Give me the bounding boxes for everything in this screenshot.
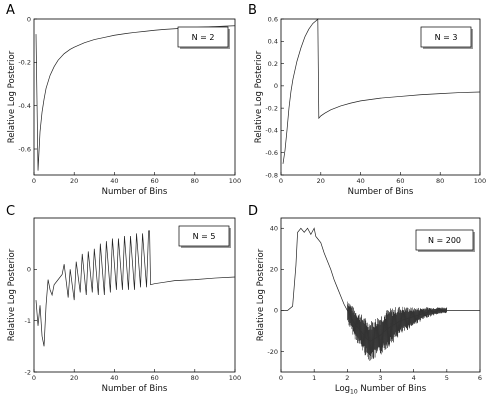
- plot-frame: [33, 217, 236, 373]
- y-axis-title: Relative Log Posterior: [256, 248, 266, 341]
- x-tick-label: 40: [110, 177, 118, 185]
- series-line: [35, 230, 236, 347]
- panel-b: B 0 20 40 60 80 100 0.6 0.4 0.2 0 -0.2 -0.4 -0.6 -0.8 N…: [248, 3, 486, 197]
- y-tick-label: -1: [25, 317, 31, 325]
- series-line: [282, 18, 481, 164]
- x-axis-title: Number of Bins: [102, 187, 168, 197]
- y-tick-label: 40: [270, 225, 278, 233]
- x-tick-label: 60: [150, 177, 158, 185]
- y-tick-label: 0.4: [268, 38, 278, 46]
- y-tick-label: 0: [27, 15, 31, 23]
- y-axis-title: Relative Log Posterior: [7, 248, 17, 341]
- x-tick-label: 0: [279, 177, 283, 185]
- y-tick-label: -0.6: [18, 145, 31, 153]
- x-tick-label: 20: [70, 177, 78, 185]
- x-tick-label: 20: [317, 177, 325, 185]
- x-axis-title-base: Log: [335, 384, 350, 394]
- x-axis-title: Log10 Number of Bins: [335, 384, 427, 396]
- series-noise-band: [347, 301, 448, 361]
- x-tick-label: 40: [356, 177, 364, 185]
- y-tick-label: 20: [270, 266, 278, 274]
- x-tick-label: 100: [229, 374, 241, 382]
- x-tick-label: 100: [474, 177, 486, 185]
- panel-d: D 0 1 2 3 4 5 6 40 20 0 -20 Log10 Number of Bins Rela…: [248, 204, 482, 396]
- legend-box: [177, 26, 229, 48]
- x-tick-label: 0: [32, 374, 36, 382]
- y-axis-title: Relative Log Posterior: [254, 50, 264, 143]
- x-tick-label: 6: [478, 374, 482, 382]
- x-tick-label: 0: [279, 374, 283, 382]
- y-tick-label: -0.4: [18, 102, 31, 110]
- x-tick-label: 4: [412, 374, 416, 382]
- y-tick-label: 0.2: [268, 60, 278, 68]
- x-axis-title-subscript: 10: [350, 389, 358, 396]
- panel-c: C 0 20 40 60 80 100 0 -1 -2 Number of Bins Relative…: [6, 204, 241, 394]
- plot-frame: [280, 18, 481, 176]
- y-tick-label: -0.6: [265, 149, 278, 157]
- legend-box: [415, 229, 474, 251]
- x-tick-label: 20: [70, 374, 78, 382]
- y-tick-label: 0: [27, 266, 31, 274]
- x-tick-label: 60: [150, 374, 158, 382]
- x-axis-title-rest: Number of Bins: [358, 384, 427, 394]
- y-tick-label: 0.6: [268, 15, 278, 23]
- x-tick-label: 80: [436, 177, 444, 185]
- y-tick-label: -0.2: [18, 59, 31, 67]
- legend-box: [178, 225, 230, 247]
- x-tick-label: 100: [229, 177, 241, 185]
- legend-label: N = 2: [192, 33, 215, 42]
- legend-box: [420, 26, 472, 48]
- x-tick-label: 3: [378, 374, 382, 382]
- y-tick-label: -0.8: [265, 171, 278, 179]
- x-tick-label: 60: [396, 177, 404, 185]
- y-tick-label: -20: [267, 348, 278, 356]
- x-tick-label: 80: [191, 177, 199, 185]
- x-tick-label: 40: [110, 374, 118, 382]
- x-axis-title: Number of Bins: [348, 187, 414, 197]
- y-tick-label: -2: [25, 368, 31, 376]
- x-tick-label: 2: [345, 374, 349, 382]
- x-tick-label: 1: [312, 374, 316, 382]
- x-tick-label: 0: [32, 177, 36, 185]
- y-tick-label: -0.4: [265, 127, 278, 135]
- x-tick-label: 80: [191, 374, 199, 382]
- y-axis-title: Relative Log Posterior: [7, 50, 17, 143]
- panel-letter: A: [6, 3, 15, 18]
- x-tick-label: 5: [445, 374, 449, 382]
- panel-letter: D: [248, 204, 258, 219]
- panel-letter: B: [248, 3, 257, 18]
- y-tick-label: -0.2: [265, 104, 278, 112]
- y-tick-label: 0: [274, 82, 278, 90]
- y-tick-label: 0: [274, 307, 278, 315]
- x-axis-title: Number of Bins: [102, 384, 168, 394]
- panel-a: A 0 20 40 60 80 100 0 -0.2 -0.4 -0.6 Number of Bins…: [6, 3, 241, 197]
- panel-letter: C: [6, 204, 15, 219]
- legend-label: N = 3: [435, 33, 458, 42]
- legend-label: N = 200: [428, 236, 461, 245]
- legend-label: N = 5: [193, 232, 216, 241]
- plot-frame: [33, 18, 236, 176]
